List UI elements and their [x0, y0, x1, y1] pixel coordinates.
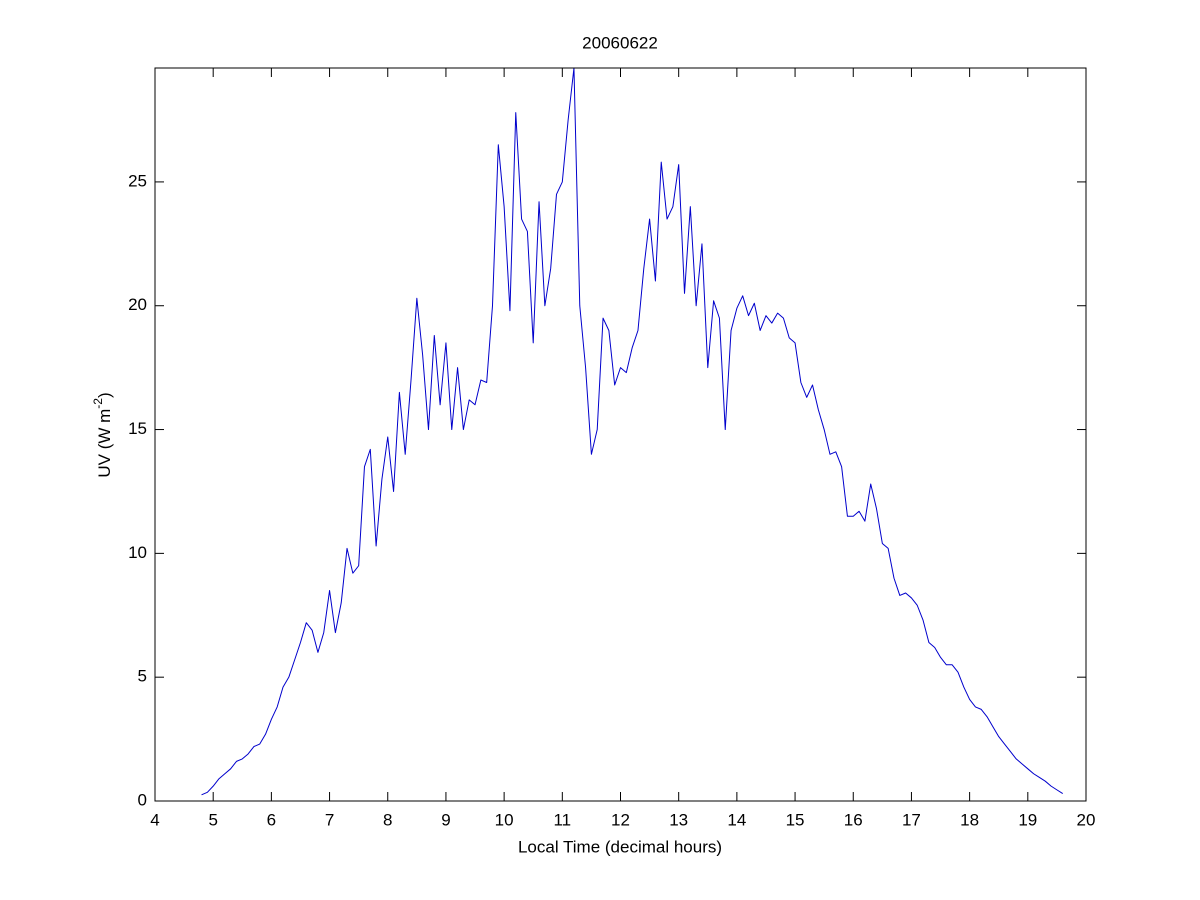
x-tick-label: 13 — [669, 810, 688, 829]
data-line — [201, 67, 1063, 796]
y-axis-label: UV (W m-2) — [91, 392, 114, 477]
y-tick-label: 10 — [128, 543, 147, 562]
x-tick-label: 8 — [383, 810, 392, 829]
y-label-suffix: ) — [95, 392, 114, 398]
x-tick-label: 5 — [208, 810, 217, 829]
x-tick-label: 19 — [1018, 810, 1037, 829]
plot-frame — [154, 67, 1087, 802]
y-tick-label: 20 — [128, 295, 147, 314]
x-tick-label: 6 — [267, 810, 276, 829]
x-tick-label: 14 — [727, 810, 746, 829]
x-tick-label: 11 — [553, 810, 571, 829]
x-tick-label: 17 — [902, 810, 921, 829]
x-tick-label: 10 — [495, 810, 514, 829]
x-tick-label: 16 — [844, 810, 863, 829]
x-tick-label: 18 — [960, 810, 979, 829]
x-tick-label: 4 — [150, 810, 159, 829]
x-tick-label: 7 — [325, 810, 334, 829]
x-tick-label: 15 — [786, 810, 805, 829]
x-tick-label: 9 — [441, 810, 450, 829]
x-tick-label: 20 — [1077, 810, 1096, 829]
y-tick-label: 15 — [128, 419, 147, 438]
y-label-superscript: -2 — [91, 398, 105, 409]
x-axis-label: Local Time (decimal hours) — [518, 837, 722, 856]
y-tick-label: 25 — [128, 171, 147, 190]
y-tick-label: 5 — [138, 667, 147, 686]
y-tick-label: 0 — [138, 790, 147, 809]
x-tick-label: 12 — [611, 810, 630, 829]
y-label-text: UV (W m — [95, 409, 114, 478]
chart-title: 20060622 — [582, 33, 658, 52]
